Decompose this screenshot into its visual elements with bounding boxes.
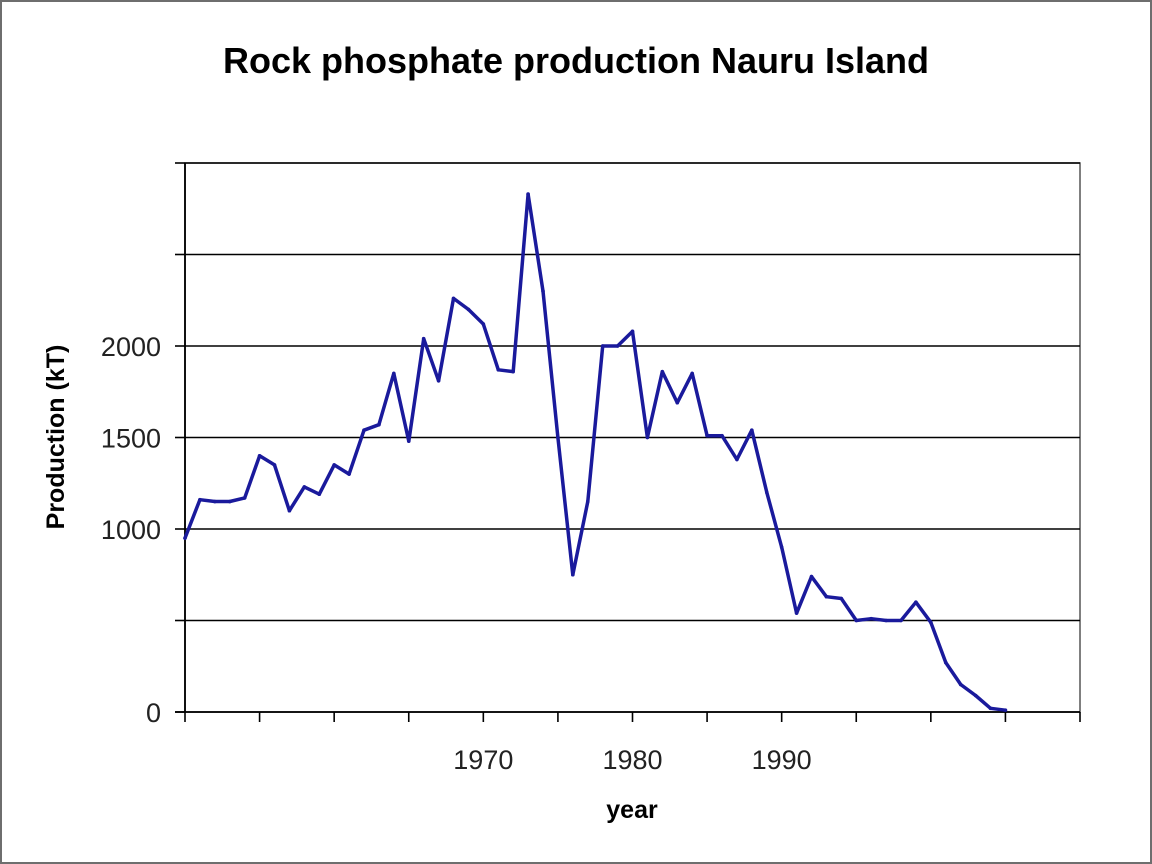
data-point (750, 428, 754, 432)
data-point (645, 435, 650, 440)
data-point (735, 457, 739, 462)
data-point (615, 344, 620, 348)
series-line (183, 192, 1008, 712)
data-point (421, 336, 426, 341)
x-tick-label: 1970 (453, 745, 513, 775)
data-point (272, 463, 277, 467)
data-point (481, 322, 486, 326)
x-axis-title: year (606, 796, 658, 824)
data-point (720, 433, 724, 438)
data-point (600, 344, 605, 348)
data-point (347, 472, 351, 476)
data-point (779, 545, 784, 550)
data-point (705, 433, 709, 438)
y-tick-label: 2000 (101, 332, 161, 362)
data-point (317, 492, 322, 497)
y-tick-label: 1000 (101, 515, 161, 545)
data-point (541, 289, 545, 293)
data-point (958, 682, 963, 687)
data-point (585, 499, 590, 504)
data-point (451, 296, 456, 301)
data-point (466, 307, 471, 312)
data-point (287, 508, 292, 513)
data-point (660, 369, 665, 374)
data-point (526, 192, 530, 196)
chart-title: Rock phosphate production Nauru Island (222, 40, 930, 81)
x-tick-label: 1980 (602, 745, 662, 775)
data-point (496, 367, 501, 372)
data-point (1003, 708, 1008, 712)
data-point (198, 497, 202, 502)
data-point (839, 596, 844, 601)
data-point (242, 496, 247, 500)
y-axis-title: Production (kT) (42, 345, 70, 530)
data-point (183, 536, 187, 540)
data-point (257, 454, 262, 458)
data-point (675, 400, 680, 405)
data-point (392, 371, 396, 376)
data-point (511, 369, 515, 374)
data-point (869, 616, 873, 621)
data-point (973, 693, 978, 698)
data-point (690, 371, 694, 376)
data-point (854, 618, 859, 623)
data-point (914, 600, 918, 604)
x-tick-label: 1990 (752, 745, 812, 775)
data-point (899, 618, 903, 623)
data-point (302, 485, 307, 489)
data-point (809, 574, 814, 579)
data-point (362, 428, 366, 432)
data-point (571, 572, 575, 577)
data-point (884, 618, 888, 623)
data-point (929, 620, 933, 625)
y-tick-label: 1500 (101, 424, 161, 454)
data-point (227, 499, 232, 504)
data-point (213, 499, 217, 504)
data-point (824, 594, 829, 599)
data-point (988, 706, 993, 711)
data-point (943, 660, 948, 665)
data-point (406, 439, 411, 443)
y-tick-label: 0 (146, 698, 161, 728)
data-point (436, 378, 441, 383)
data-point (332, 463, 336, 467)
data-point (764, 490, 769, 495)
data-point (794, 611, 799, 615)
data-point (556, 435, 560, 440)
data-point (630, 329, 635, 334)
data-point (377, 422, 381, 427)
